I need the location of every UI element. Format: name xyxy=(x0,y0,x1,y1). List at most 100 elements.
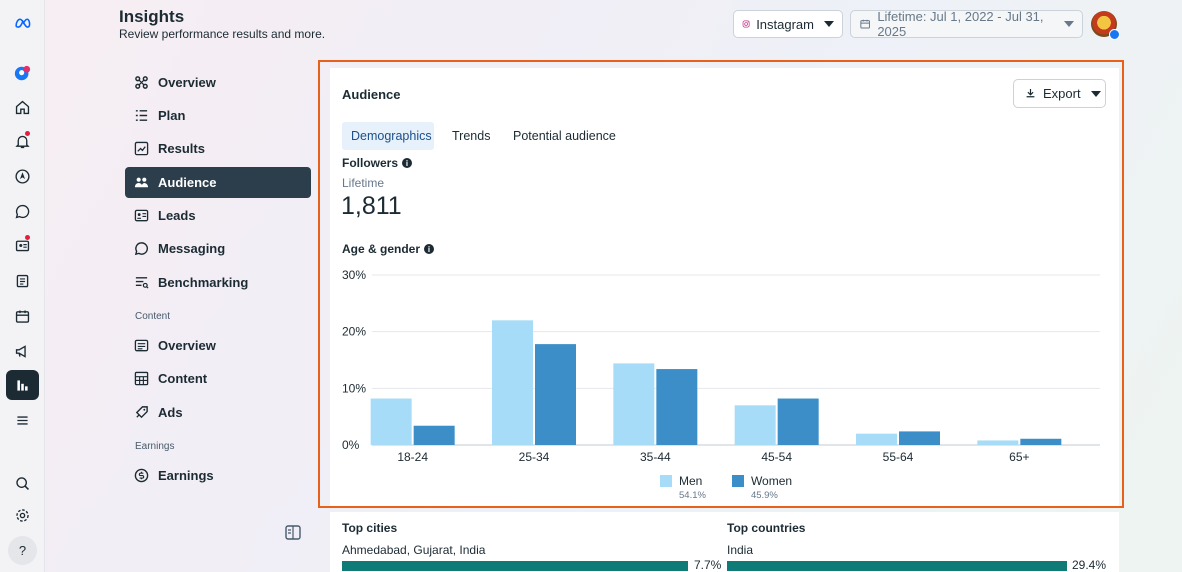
chevron-down-icon xyxy=(824,21,834,27)
help-button[interactable]: ? xyxy=(8,536,37,565)
contacts-dot xyxy=(25,235,30,240)
account-avatar-icon[interactable] xyxy=(6,58,39,88)
chevron-down-icon xyxy=(1064,21,1074,27)
sidebar-item-plan[interactable]: Plan xyxy=(125,100,311,131)
calendar-icon[interactable] xyxy=(6,301,39,331)
legend-women-label: Women xyxy=(750,474,793,488)
contacts-icon[interactable] xyxy=(6,230,39,260)
chevron-down-icon xyxy=(1090,90,1101,97)
chat-icon[interactable] xyxy=(6,196,39,226)
date-range-dropdown[interactable]: Lifetime: Jul 1, 2022 - Jul 31, 2025 xyxy=(850,9,1083,39)
settings-gear-icon[interactable] xyxy=(6,500,39,530)
page-subtitle: Review performance results and more. xyxy=(119,27,326,41)
top-city-value: 7.7% xyxy=(694,558,722,572)
y-tick-label: 10% xyxy=(342,381,366,395)
top-countries-title: Top countries xyxy=(727,521,806,535)
bar-women-45-54 xyxy=(777,398,819,445)
legend-swatch-women xyxy=(731,475,744,487)
home-icon[interactable] xyxy=(6,92,39,122)
download-icon xyxy=(1026,88,1035,98)
legend-men[interactable]: Men 54.1% xyxy=(660,474,706,501)
top-country-bar xyxy=(727,561,1067,571)
x-tick-label: 18-24 xyxy=(397,450,428,464)
earnings-icon xyxy=(134,468,149,483)
age-gender-label: Age & gender xyxy=(342,242,421,256)
search-icon[interactable] xyxy=(6,468,39,498)
legend-women[interactable]: Women 45.9% xyxy=(731,474,793,501)
compass-icon[interactable] xyxy=(6,161,39,191)
x-tick-label: 45-54 xyxy=(761,450,792,464)
chart-legend: Men 54.1% Women 45.9% xyxy=(660,474,792,501)
bar-men-35-44 xyxy=(613,363,655,445)
audience-icon xyxy=(134,177,149,188)
sidebar-item-leads[interactable]: Leads xyxy=(125,200,311,231)
audience-card: Audience Export Demographics Trends Pote… xyxy=(330,68,1119,506)
sidebar-item-messaging[interactable]: Messaging xyxy=(125,233,311,264)
leads-icon xyxy=(134,209,149,222)
earnings-section-label: Earnings xyxy=(135,441,175,452)
profile-avatar[interactable] xyxy=(1091,11,1120,40)
bar-men-18-24 xyxy=(370,398,412,445)
meta-logo-icon[interactable] xyxy=(6,8,39,38)
megaphone-icon[interactable] xyxy=(6,336,39,366)
sidebar-item-earnings-label: Earnings xyxy=(158,468,214,483)
y-tick-label: 20% xyxy=(342,325,366,339)
pages-icon[interactable] xyxy=(6,266,39,296)
followers-label: Followers xyxy=(342,156,399,170)
bar-men-45-54 xyxy=(734,405,776,445)
platform-label: Instagram xyxy=(756,16,814,32)
sidebar-item-overview[interactable]: Overview xyxy=(125,67,311,98)
facebook-badge-icon xyxy=(1109,29,1120,40)
export-label: Export xyxy=(1043,86,1081,101)
sidebar-item-results[interactable]: Results xyxy=(125,133,311,164)
sidebar-item-content-content[interactable]: Content xyxy=(125,363,311,394)
help-icon: ? xyxy=(18,543,27,558)
x-tick-label: 55-64 xyxy=(883,450,914,464)
audience-title: Audience xyxy=(342,87,401,102)
top-city-bar xyxy=(342,561,688,571)
legend-men-share: 54.1% xyxy=(679,490,706,501)
sidebar-item-benchmarking-label: Benchmarking xyxy=(158,275,249,290)
lifetime-label: Lifetime xyxy=(342,176,385,190)
bar-women-25-34 xyxy=(535,344,576,445)
age-gender-bar-chart: 0% 10% 20% 30% 18-24 25-34 35-44 45-54 55-64 65+ xyxy=(342,268,1100,464)
sidebar-item-benchmarking[interactable]: Benchmarking xyxy=(125,267,311,298)
sidebar-item-audience[interactable]: Audience xyxy=(125,167,311,198)
sidebar-item-content-overview[interactable]: Overview xyxy=(125,330,311,361)
sidebar-item-content-content-label: Content xyxy=(158,371,208,386)
info-icon[interactable]: i xyxy=(424,244,435,254)
ads-icon xyxy=(135,406,148,419)
export-button[interactable]: Export xyxy=(1013,79,1106,108)
x-tick-label: 35-44 xyxy=(640,450,671,464)
collapse-sidebar-icon[interactable] xyxy=(285,525,301,540)
messaging-icon xyxy=(134,242,148,256)
top-city-name: Ahmedabad, Gujarat, India xyxy=(342,543,486,557)
age-gender-label-row: Age & gender i xyxy=(342,242,435,256)
y-tick-label: 30% xyxy=(342,268,366,282)
sidebar-item-plan-label: Plan xyxy=(158,108,186,123)
sidebar-item-earnings[interactable]: Earnings xyxy=(125,460,311,491)
sidebar-item-content-ads[interactable]: Ads xyxy=(125,397,311,428)
notifications-icon[interactable] xyxy=(6,126,39,156)
info-icon[interactable]: i xyxy=(402,158,413,168)
benchmarking-icon xyxy=(135,277,149,289)
sidebar-item-overview-label: Overview xyxy=(158,75,216,90)
legend-men-label: Men xyxy=(679,474,703,488)
tab-demographics[interactable]: Demographics xyxy=(342,122,434,150)
insights-icon[interactable] xyxy=(6,370,39,400)
sidebar-item-messaging-label: Messaging xyxy=(158,241,226,256)
y-tick-label: 0% xyxy=(342,438,360,452)
legend-women-share: 45.9% xyxy=(750,490,778,501)
calendar-icon xyxy=(860,19,870,29)
sidebar-item-content-overview-label: Overview xyxy=(158,338,216,353)
tab-trends[interactable]: Trends xyxy=(452,129,491,143)
x-tick-label: 25-34 xyxy=(519,450,550,464)
platform-dropdown[interactable]: Instagram xyxy=(733,10,843,38)
overview-icon xyxy=(135,76,148,89)
results-icon xyxy=(134,141,149,156)
followers-count: 1,811 xyxy=(341,192,402,220)
tab-potential-audience[interactable]: Potential audience xyxy=(513,129,616,143)
bar-women-55-64 xyxy=(899,431,940,445)
page-title: Insights xyxy=(119,7,185,26)
menu-icon[interactable] xyxy=(6,405,39,435)
